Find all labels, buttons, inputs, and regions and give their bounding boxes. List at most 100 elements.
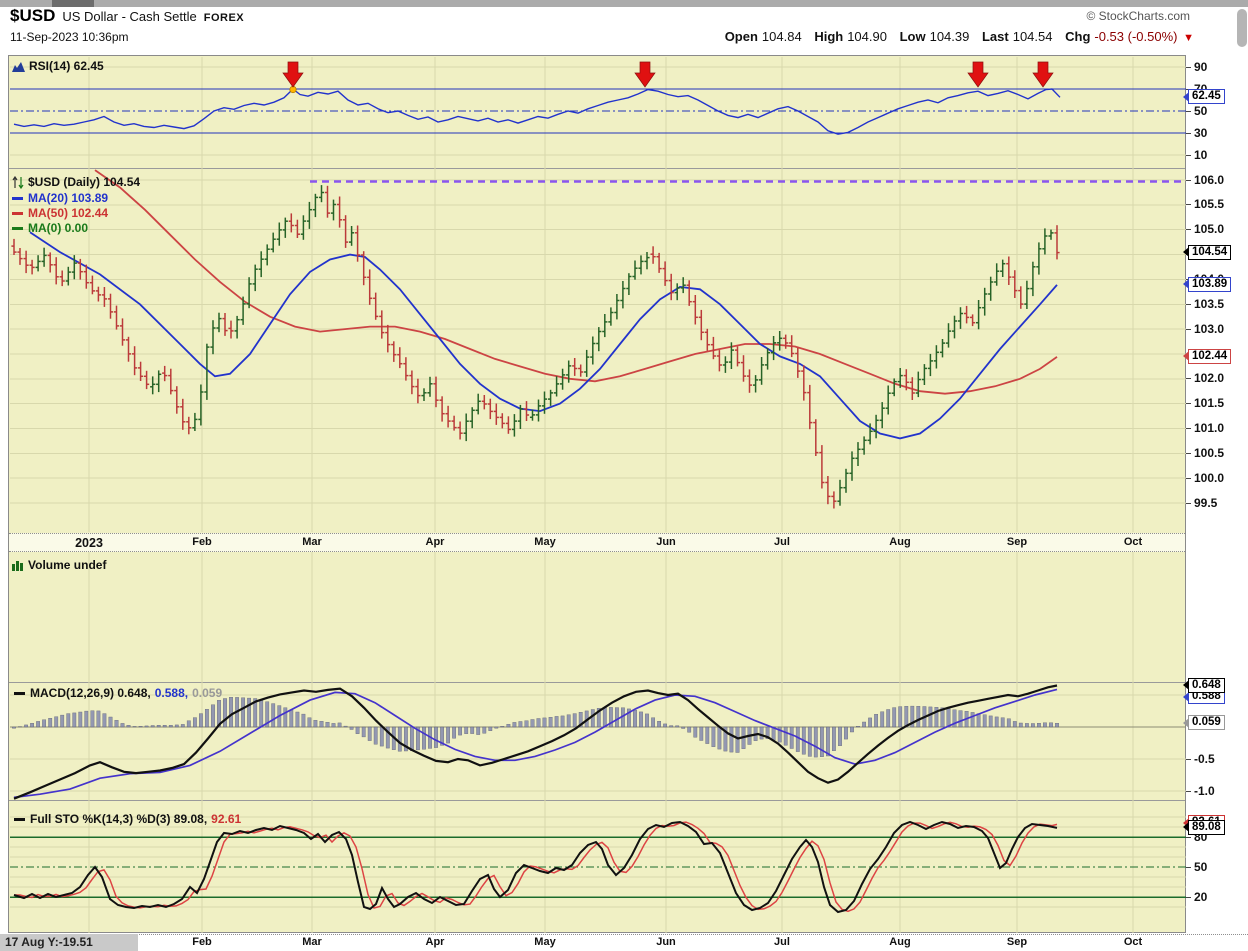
panel-divider	[9, 800, 1185, 801]
axis-tick-mark	[1186, 502, 1191, 504]
month-label: Mar	[302, 536, 322, 548]
macd-hist-value: 0.059	[192, 686, 223, 700]
price-legend: $USD (Daily) 104.54	[12, 175, 140, 189]
sto-line-icon	[14, 817, 25, 821]
chart-header: $USD US Dollar - Cash Settle FOREX	[10, 6, 244, 26]
axis-tick-mark	[1186, 477, 1191, 479]
axis-tick-mark	[1186, 328, 1191, 330]
change-down-icon[interactable]: ▼	[1183, 32, 1194, 44]
rsi-legend: RSI(14) 62.45	[12, 59, 104, 73]
last-label: Last	[981, 29, 1009, 44]
volume-legend-label: Volume undef	[28, 558, 107, 572]
axis-value-callout: 103.89	[1188, 276, 1232, 292]
browser-chrome-strip	[0, 0, 1248, 7]
price-legend-label: $USD (Daily) 104.54	[28, 175, 141, 189]
axis-tick-label: 10	[1194, 147, 1208, 162]
month-label: Apr	[425, 936, 445, 948]
month-label: Apr	[425, 536, 445, 548]
month-label: Sep	[1006, 536, 1028, 548]
ma0-legend-label: MA(0) 0.00	[28, 221, 89, 235]
axis-value-callout: 104.54	[1188, 244, 1232, 260]
axis-tick-mark	[1186, 66, 1191, 68]
axis-tick-label: 101.0	[1194, 421, 1225, 435]
month-label: Sep	[1006, 936, 1028, 948]
month-label: Mar	[302, 936, 322, 948]
volume-bars-icon	[12, 560, 23, 571]
symbol: $USD	[10, 6, 56, 25]
axis-tick-label: 100.5	[1194, 445, 1225, 460]
axis-tick-mark	[1186, 866, 1191, 868]
axis-tick-label: -0.5	[1194, 751, 1215, 766]
month-label: Jun	[656, 936, 676, 948]
month-axis-strip-top	[9, 533, 1185, 552]
macd-signal-value: 0.588,	[154, 686, 189, 700]
crosshair-readout: 17 Aug Y:-19.51	[0, 934, 138, 951]
ma50-legend: MA(50) 102.44	[12, 206, 108, 220]
axis-tick-label: 50	[1194, 859, 1208, 874]
month-label: Jul	[774, 936, 790, 948]
high-value: 104.90	[847, 29, 887, 44]
month-label: Oct	[1123, 936, 1143, 948]
axis-tick-mark	[1186, 836, 1191, 838]
axis-tick-mark	[1186, 229, 1191, 231]
axis-value-callout: 0.648	[1188, 677, 1225, 693]
quote-bar: Open 104.84 High 104.90 Low 104.39 Last 104.…	[716, 29, 1194, 44]
month-label: Aug	[889, 536, 911, 548]
open-value: 104.84	[761, 29, 802, 44]
axis-tick-mark	[1186, 452, 1191, 454]
axis-tick-mark	[1186, 303, 1191, 305]
axis-tick-mark	[1186, 758, 1191, 760]
ma0-legend: MA(0) 0.00	[12, 221, 88, 235]
axis-tick-label: 90	[1194, 59, 1208, 74]
ma20-line-icon	[12, 196, 23, 200]
axis-tick-mark	[1186, 179, 1191, 181]
macd-legend-label: MACD(12,26,9) 0.648,	[30, 686, 151, 700]
axis-tick-label: 103.0	[1194, 321, 1225, 336]
axis-value-callout: 102.44	[1188, 348, 1232, 364]
symbol-name: US Dollar - Cash Settle	[62, 9, 197, 24]
ma20-legend: MA(20) 103.89	[12, 191, 108, 205]
axis-tick-mark	[1186, 378, 1191, 380]
axis-tick-label: 105.5	[1194, 197, 1225, 212]
axis-tick-label: 101.5	[1194, 396, 1225, 411]
axis-tick-label: 102.0	[1194, 371, 1225, 386]
panel-divider	[9, 682, 1185, 683]
panel-divider	[9, 168, 1185, 169]
scrollbar-thumb[interactable]	[1237, 9, 1247, 47]
axis-tick-mark	[1186, 790, 1191, 792]
stockcharts-credit: © StockCharts.com	[1086, 9, 1190, 23]
axis-tick-mark	[1186, 403, 1191, 405]
month-label: Aug	[889, 936, 911, 948]
volume-legend: Volume undef	[12, 558, 106, 572]
updown-arrows-icon	[12, 175, 24, 189]
ma20-legend-label: MA(20) 103.89	[28, 191, 109, 205]
chg-label: Chg	[1065, 29, 1091, 44]
axis-tick-mark	[1186, 154, 1191, 156]
axis-value-callout: 62.45	[1188, 89, 1225, 105]
high-label: High	[814, 29, 844, 44]
month-label: Jul	[774, 536, 790, 548]
axis-tick-label: 106.0	[1194, 172, 1225, 187]
axis-tick-label: 103.5	[1194, 296, 1225, 311]
month-label: May	[534, 936, 556, 948]
sto-legend: Full STO %K(14,3) %D(3) 89.08, 92.61	[14, 812, 241, 826]
month-label: Feb	[192, 536, 212, 548]
open-label: Open	[724, 29, 758, 44]
axis-tick-label: 30	[1194, 125, 1208, 140]
month-label: Feb	[192, 936, 212, 948]
axis-tick-mark	[1186, 204, 1191, 206]
axis-value-callout: 89.08	[1188, 819, 1225, 835]
axis-tick-label: 99.5	[1194, 495, 1218, 510]
exchange-label: FOREX	[203, 12, 245, 24]
axis-tick-label: 100.0	[1194, 470, 1225, 485]
axis-tick-mark	[1186, 896, 1191, 898]
month-label: 2023	[75, 536, 103, 550]
axis-tick-label: -1.0	[1194, 783, 1215, 798]
last-value: 104.54	[1012, 29, 1053, 44]
month-axis-strip-bottom	[0, 934, 1248, 951]
axis-tick-mark	[1186, 110, 1191, 112]
rsi-legend-label: RSI(14) 62.45	[29, 59, 104, 73]
month-label: May	[534, 536, 556, 548]
sto-d-value: 92.61	[211, 812, 242, 826]
